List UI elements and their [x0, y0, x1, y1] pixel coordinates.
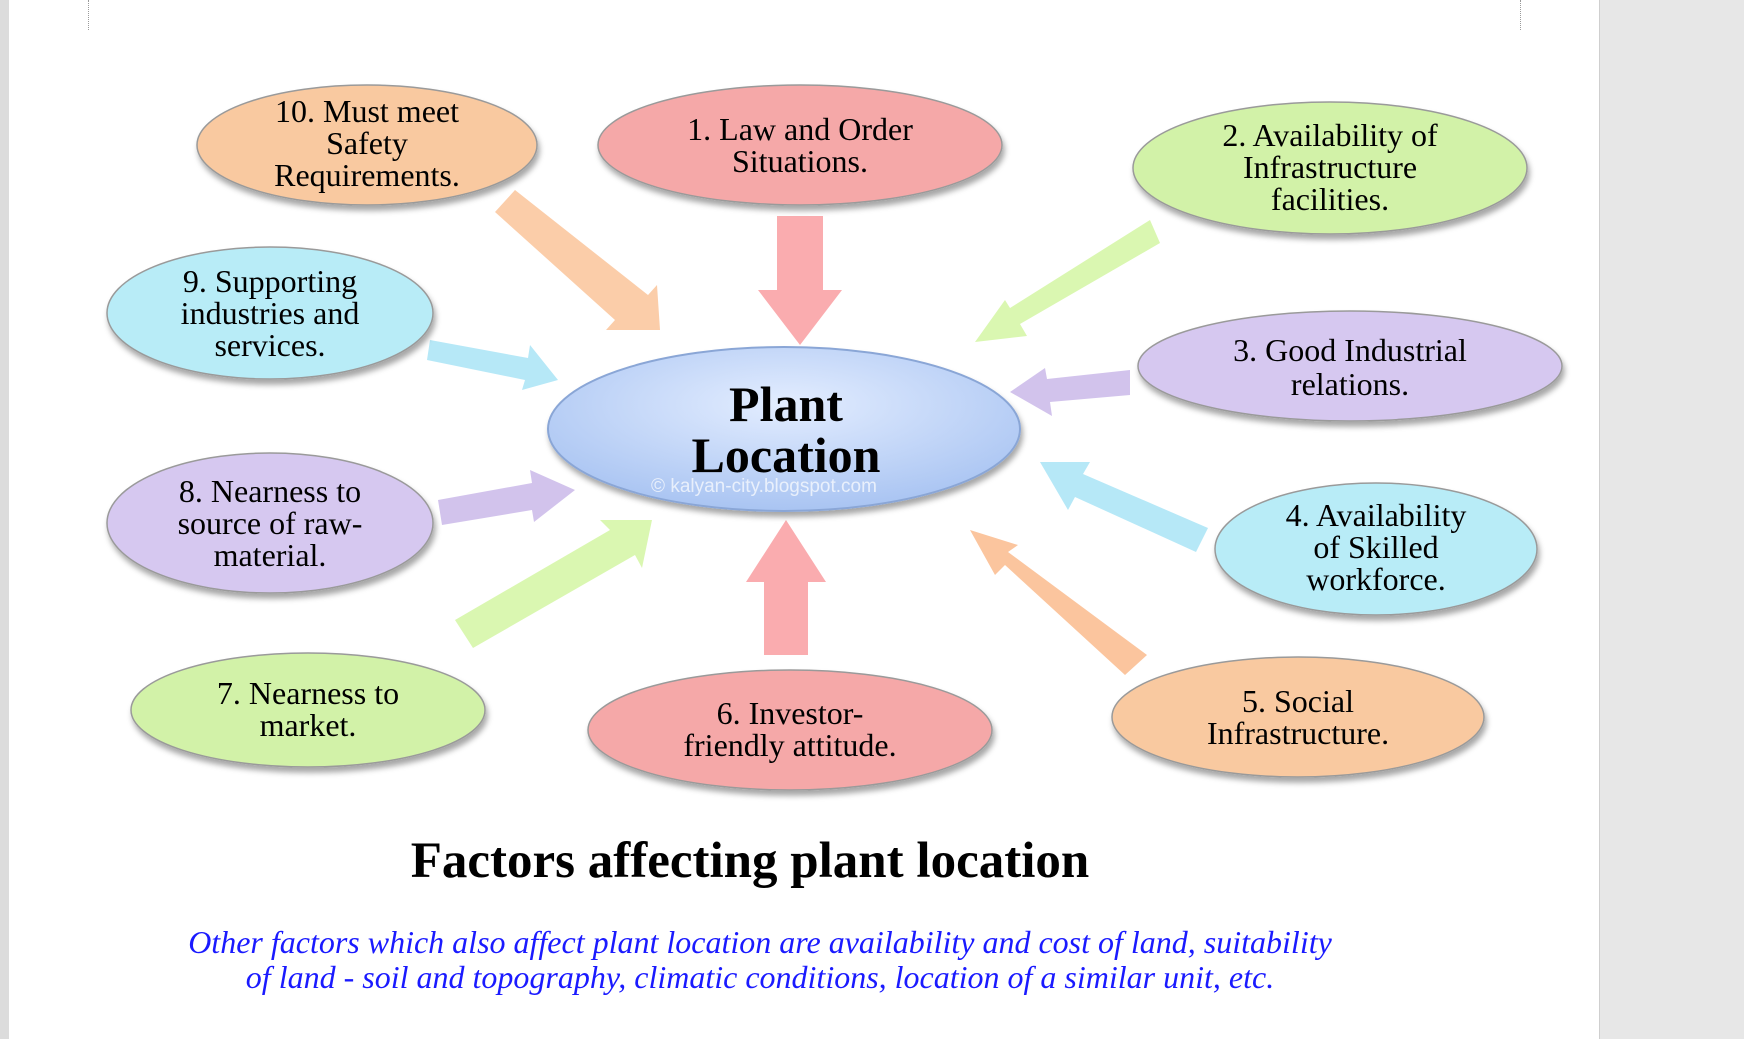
arrow-from-factor-9: [427, 340, 558, 390]
factor-ellipse-2: [1132, 101, 1528, 235]
center-title-line-2: Location: [692, 427, 881, 483]
arrow-from-factor-4: [1040, 462, 1208, 552]
factor-3-label-line-1: 3. Good Industrial: [1233, 332, 1467, 368]
factor-4-label-line-3: workforce.: [1306, 561, 1445, 597]
diagram-caption: Factors affecting plant location: [410, 833, 1090, 889]
arrow-from-factor-6: [746, 520, 826, 655]
factor-ellipse-4: [1214, 482, 1538, 616]
watermark-text: © kalyan-city.blogspot.com: [651, 476, 877, 497]
arrow-from-factor-3: [1010, 368, 1130, 416]
factor-1-label-line-1: 1. Law and Order: [687, 111, 913, 147]
factor-7-label-line-1: 7. Nearness to: [217, 675, 399, 711]
factor-6-label-line-2: friendly attitude.: [683, 727, 896, 763]
page-corner-mark-right: [1520, 0, 1521, 30]
factor-10-label-line-3: Requirements.: [274, 157, 460, 193]
factor-2-label-line-2: Infrastructure: [1243, 149, 1417, 185]
factor-ellipse-7: [130, 652, 486, 768]
center-ellipse: [547, 346, 1021, 512]
factor-9-label-line-3: services.: [214, 327, 325, 363]
factor-ellipse-5: [1111, 656, 1485, 778]
arrow-from-factor-2: [975, 220, 1160, 342]
center-node: Plant Location © kalyan-city.blogspot.co…: [547, 346, 1021, 512]
factor-10-label-line-2: Safety: [326, 125, 408, 161]
factor-10-label-line-1: 10. Must meet: [275, 93, 459, 129]
footnote-line-2: of land - soil and topography, climatic …: [245, 959, 1275, 995]
factor-9-label-line-2: industries and: [181, 295, 360, 331]
factor-node-6: 6. Investor-friendly attitude.: [587, 669, 993, 791]
factor-5-label-line-2: Infrastructure.: [1207, 715, 1389, 751]
factor-ellipse-6: [587, 669, 993, 791]
factor-ellipse-9: [106, 246, 434, 380]
footnote-line-1: Other factors which also affect plant lo…: [188, 924, 1332, 960]
factor-4-label-line-2: of Skilled: [1313, 529, 1438, 565]
factor-6-label-line-1: 6. Investor-: [717, 695, 864, 731]
arrow-from-factor-7: [455, 520, 652, 648]
footnote: Other factors which also affect plant lo…: [80, 925, 1440, 995]
factor-8-label-line-1: 8. Nearness to: [179, 473, 361, 509]
window-left-margin: [0, 0, 9, 1039]
factor-ellipse-1: [597, 84, 1003, 206]
factor-node-2: 2. Availability ofInfrastructurefaciliti…: [1132, 101, 1528, 235]
arrow-from-factor-8: [438, 470, 575, 525]
factor-2-label-line-1: 2. Availability of: [1222, 117, 1438, 153]
page-corner-mark-left: [88, 0, 89, 30]
factor-8-label-line-3: material.: [214, 537, 327, 573]
factor-8-label-line-2: source of raw-: [178, 505, 363, 541]
factor-ellipse-8: [106, 452, 434, 594]
factor-2-label-line-3: facilities.: [1271, 181, 1389, 217]
factor-ellipse-10: [196, 84, 538, 206]
arrow-from-factor-5: [970, 530, 1147, 675]
factor-3-label-line-2: relations.: [1291, 366, 1409, 402]
center-title-line-1: Plant: [729, 376, 843, 432]
factor-5-label-line-1: 5. Social: [1242, 683, 1354, 719]
arrows-layer: [427, 190, 1208, 675]
factor-ellipse-3: [1137, 310, 1563, 422]
window-right-margin: [1599, 0, 1744, 1039]
arrow-from-factor-10: [495, 190, 660, 330]
arrow-from-factor-1: [758, 216, 842, 345]
factor-1-label-line-2: Situations.: [732, 143, 868, 179]
factor-7-label-line-2: market.: [260, 707, 357, 743]
factor-9-label-line-1: 9. Supporting: [183, 263, 357, 299]
factor-4-label-line-1: 4. Availability: [1286, 497, 1467, 533]
